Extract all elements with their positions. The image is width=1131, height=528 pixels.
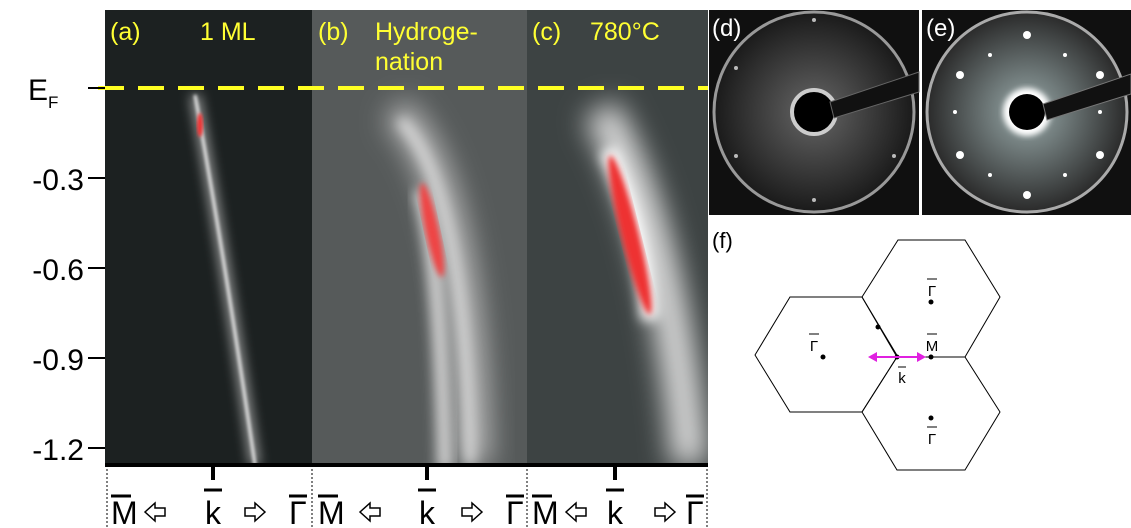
panel-label: (e) [926, 15, 955, 42]
bz-label: M [926, 338, 939, 355]
panel-b-image [312, 10, 527, 465]
panel-label: (b) [318, 18, 349, 46]
momentum-label: Γ [686, 495, 704, 528]
panel-a-image [105, 10, 312, 465]
panel-label: (a) [110, 18, 141, 46]
panel-title: Hydroge- [375, 18, 478, 46]
hexagons [754, 239, 1001, 471]
momentum-label: k [419, 495, 436, 528]
bz-label: Γ [928, 431, 936, 448]
momentum-label: k [205, 495, 222, 528]
fermi-sub: F [48, 93, 58, 112]
y-tick-label: -1.2 [32, 434, 84, 467]
momentum-label: Γ [506, 495, 524, 528]
panel-label: (f) [712, 228, 733, 253]
leed-d [709, 10, 920, 215]
panel-label: (c) [532, 18, 561, 46]
arpes-panels [98, 10, 708, 465]
momentum-label: M [111, 495, 138, 528]
bz-label: Γ [928, 283, 936, 300]
panel-label: (d) [712, 15, 741, 42]
momentum-label: M [318, 495, 345, 528]
y-tick-label: -0.6 [32, 254, 84, 287]
panel-title: 1 ML [200, 18, 256, 46]
leed-e [922, 10, 1131, 215]
fermi-main: E [28, 74, 48, 107]
momentum-strip: M k Γ M k Γ M k Γ [105, 463, 708, 528]
bz-label: k [898, 370, 906, 387]
bz-label: Γ [810, 338, 818, 355]
momentum-label: k [607, 495, 624, 528]
momentum-label: M [532, 495, 559, 528]
fermi-label: EF [28, 74, 58, 112]
y-tick-label: -0.9 [32, 344, 84, 377]
bz-points [820, 299, 934, 421]
panel-title: 780°C [590, 18, 660, 46]
panel-title: nation [375, 48, 443, 76]
k-arrow [868, 352, 926, 362]
y-tick-label: -0.3 [32, 164, 84, 197]
energy-axis: EF -0.3 -0.6 -0.9 -1.2 [28, 74, 105, 467]
momentum-label: Γ [289, 495, 307, 528]
